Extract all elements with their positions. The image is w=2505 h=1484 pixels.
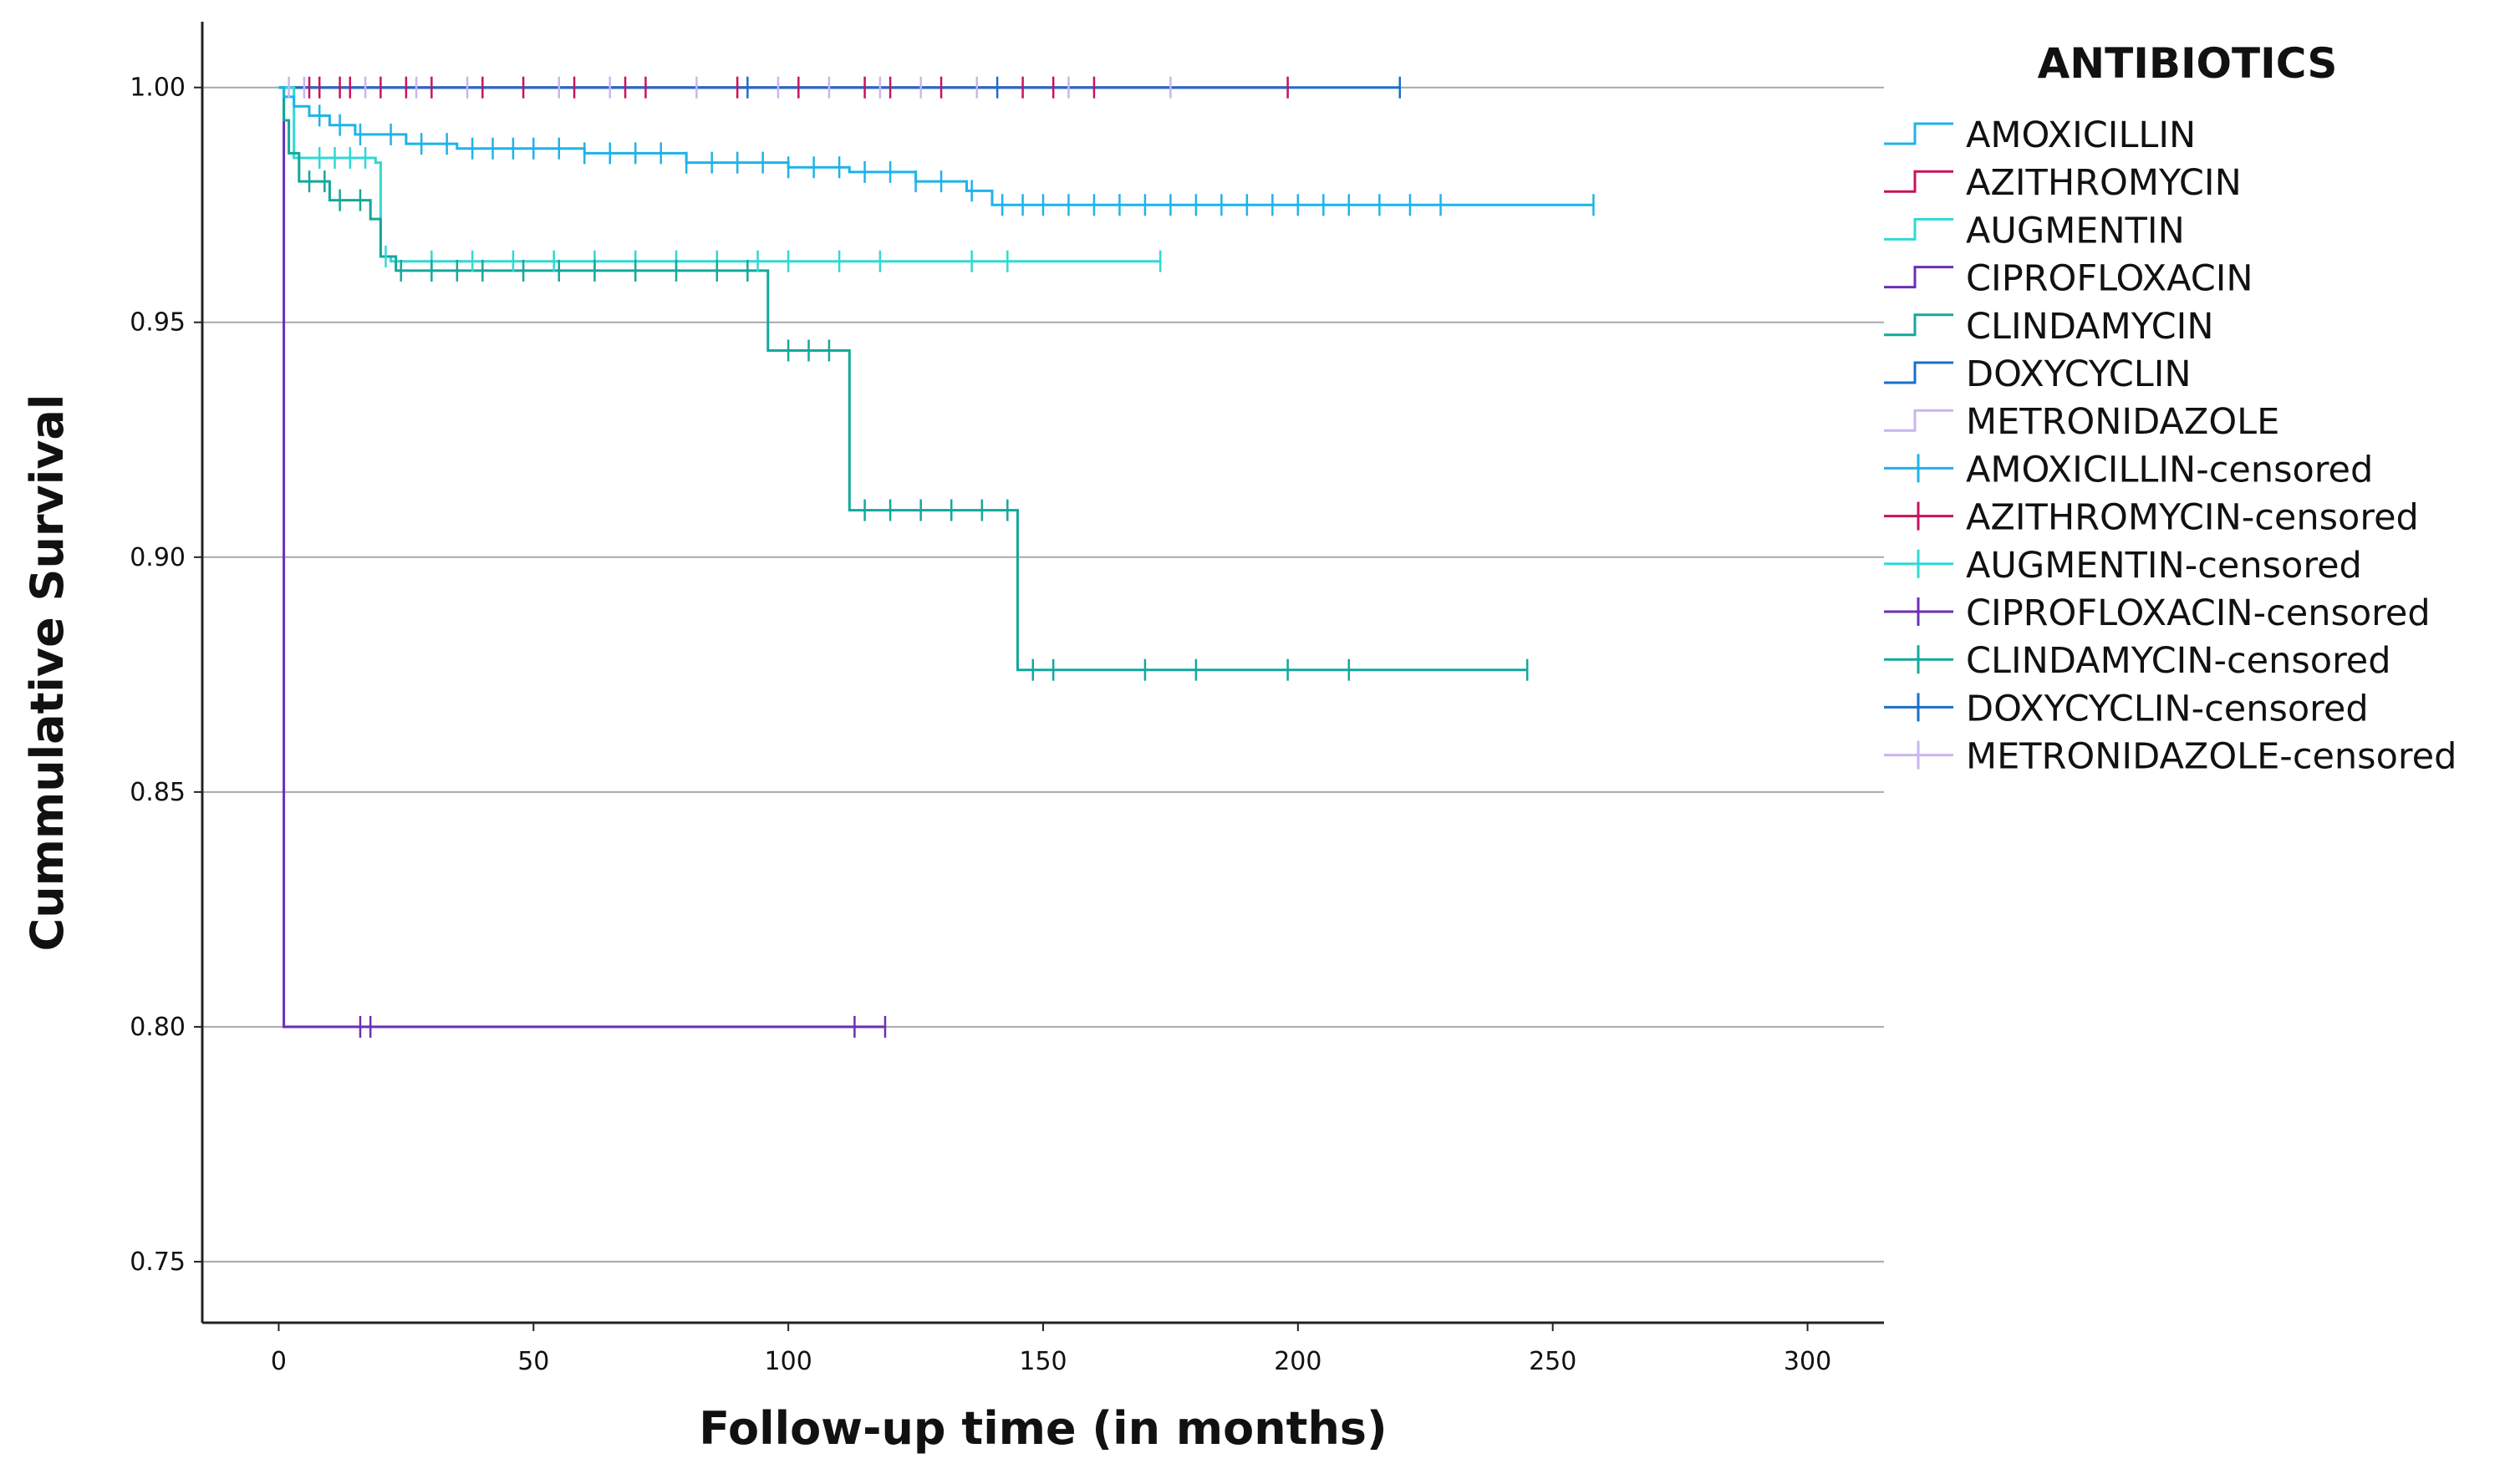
y-tick-label: 0.80 (130, 1013, 186, 1042)
x-tick-label: 250 (1529, 1347, 1576, 1376)
curve-augmentin (278, 86, 1161, 263)
legend-label-ciprofloxacin-censored: CIPROFLOXACIN-censored (1966, 592, 2431, 634)
legend-label-azithromycin: AZITHROMYCIN (1966, 162, 2242, 204)
legend-label-augmentin-censored: AUGMENTIN-censored (1966, 545, 2362, 587)
y-tick-label: 0.90 (130, 543, 186, 572)
legend-swatch-augmentin (1884, 217, 1953, 241)
legend-items: AMOXICILLIN AZITHROMYCIN AUGMENTIN CIPROFLO… (1884, 114, 2457, 778)
gridlines (202, 86, 1884, 1263)
y-tick-label: 0.85 (130, 778, 186, 807)
axes (201, 22, 1884, 1324)
legend-swatch-azithromycin (1884, 170, 1953, 193)
legend-label-metronidazole-censored: METRONIDAZOLE-censored (1966, 736, 2457, 778)
x-axis-title: Follow-up time (in months) (699, 1402, 1387, 1455)
censoring-marks (288, 76, 1595, 1038)
legend-label-azithromycin-censored: AZITHROMYCIN-censored (1966, 497, 2419, 539)
x-tick-label: 150 (1019, 1347, 1067, 1376)
y-tick-label: 0.95 (130, 308, 186, 338)
y-axis-title: Cummulative Survival (21, 394, 74, 952)
y-tick-label: 0.75 (130, 1248, 186, 1277)
legend-label-clindamycin: CLINDAMYCIN (1966, 306, 2214, 348)
legend-swatch-clindamycin (1884, 313, 1953, 337)
y-tick-labels: 0.75 0.80 0.85 0.90 0.95 1.00 (130, 74, 202, 1277)
curve-amoxicillin (278, 86, 1594, 206)
legend-swatch-metronidazole (1884, 409, 1953, 432)
legend-label-ciprofloxacin: CIPROFLOXACIN (1966, 258, 2253, 300)
x-tick-label: 0 (271, 1347, 287, 1376)
legend-label-doxycyclin: DOXYCYCLIN (1966, 353, 2192, 395)
legend-title: ANTIBIOTICS (2038, 39, 2338, 88)
legend-label-metronidazole: METRONIDAZOLE (1966, 401, 2279, 443)
curve-clindamycin (278, 86, 1528, 672)
survival-curves (278, 86, 1594, 1029)
x-tick-labels: 0 50 100 150 200 250 300 (271, 1323, 1831, 1376)
legend-label-amoxicillin-censored: AMOXICILLIN-censored (1966, 449, 2373, 490)
legend-swatch-amoxicillin (1884, 122, 1953, 145)
x-tick-label: 100 (765, 1347, 812, 1376)
legend-swatch-doxycyclin (1884, 361, 1953, 384)
legend-label-doxycyclin-censored: DOXYCYCLIN-censored (1966, 688, 2369, 729)
legend-label-augmentin: AUGMENTIN (1966, 210, 2185, 252)
legend-label-amoxicillin: AMOXICILLIN (1966, 114, 2196, 156)
x-tick-label: 200 (1274, 1347, 1321, 1376)
legend-label-clindamycin-censored: CLINDAMYCIN-censored (1966, 640, 2391, 682)
legend: ANTIBIOTICS AMOXICILLIN AZITHROMYCIN AUGME… (1884, 39, 2457, 778)
x-tick-label: 300 (1784, 1347, 1831, 1376)
x-tick-label: 50 (517, 1347, 549, 1376)
y-tick-label: 1.00 (130, 74, 186, 103)
legend-swatch-ciprofloxacin (1884, 266, 1953, 289)
